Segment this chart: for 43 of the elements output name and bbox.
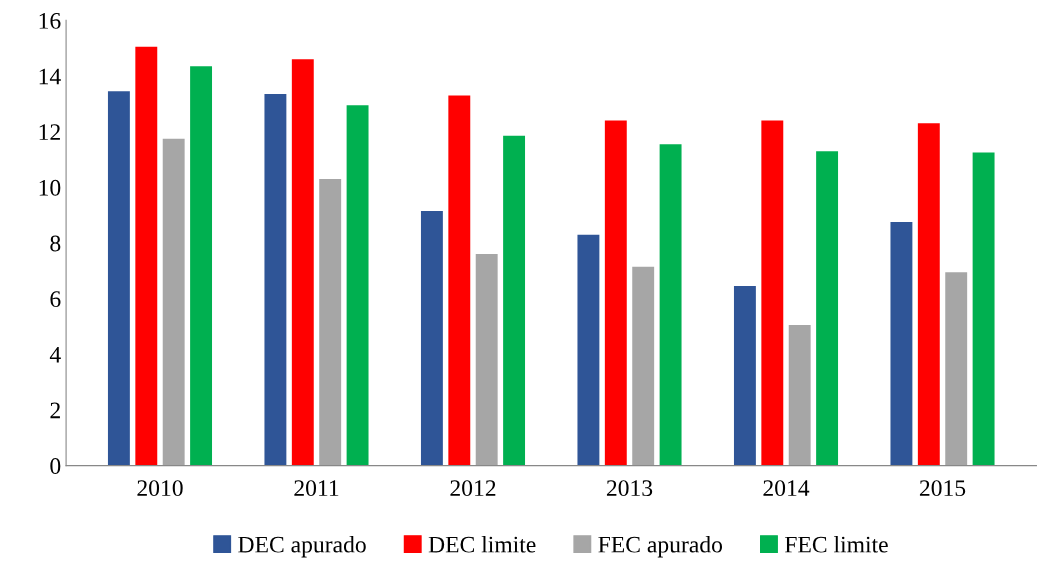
bar xyxy=(420,210,443,466)
y-tick-label: 14 xyxy=(39,68,61,85)
bar xyxy=(945,272,968,466)
bar xyxy=(448,95,471,466)
bar xyxy=(632,266,655,466)
bar xyxy=(162,138,185,466)
bar xyxy=(264,94,287,466)
x-tick-label: 2010 xyxy=(137,480,183,497)
bar xyxy=(788,325,811,466)
y-tick-label: 6 xyxy=(50,291,61,308)
bar xyxy=(190,66,213,466)
bar xyxy=(577,234,600,466)
x-tick-label: 2012 xyxy=(450,480,496,497)
bar xyxy=(761,120,784,466)
bar xyxy=(346,105,369,466)
bar xyxy=(135,46,158,466)
y-tick-label: 8 xyxy=(50,235,61,252)
bar xyxy=(475,254,498,466)
y-tick-label: 12 xyxy=(39,124,60,140)
x-tick-label: 2013 xyxy=(606,480,653,497)
x-tick-label: 2011 xyxy=(294,480,339,497)
y-tick-label: 2 xyxy=(50,402,60,419)
legend-label: FEC apurado xyxy=(598,535,723,558)
bar xyxy=(107,91,130,466)
x-tick-label: 2015 xyxy=(919,480,966,497)
bar xyxy=(733,286,756,466)
bar xyxy=(503,135,526,466)
bar xyxy=(890,222,913,466)
legend-label: DEC limite xyxy=(428,535,536,553)
bar xyxy=(291,59,314,466)
legend-label: FEC limite xyxy=(784,535,888,553)
y-tick-label: 0 xyxy=(50,458,61,475)
bar xyxy=(972,152,995,466)
bar xyxy=(816,151,839,466)
x-tick-label: 2014 xyxy=(763,480,810,497)
bar xyxy=(319,178,342,466)
y-tick-label: 10 xyxy=(39,179,61,196)
y-tick-label: 4 xyxy=(49,346,61,363)
bar xyxy=(917,123,940,466)
bar xyxy=(604,120,627,466)
legend-label: DEC apurado xyxy=(238,535,366,558)
bar xyxy=(659,144,682,466)
y-tick-label: 16 xyxy=(39,12,61,29)
